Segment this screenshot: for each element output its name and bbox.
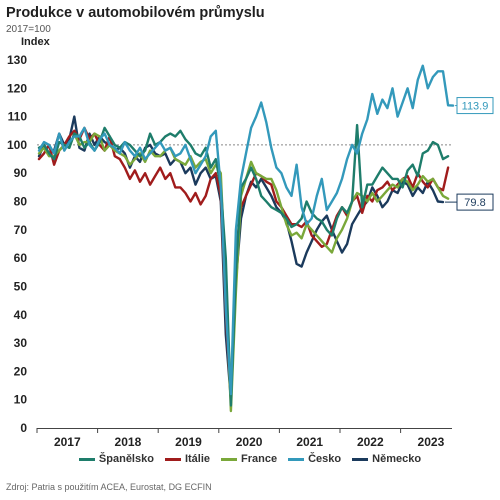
end-label-box [456,97,494,115]
series-line-itálie [37,126,450,401]
x-tick-label: 2019 [175,435,202,449]
series-line-španělsko [37,123,450,407]
legend-item-france: France [221,453,277,465]
x-tick-label: 2021 [296,435,323,449]
source-note: Zdroj: Patria s použitím ACEA, Eurostat,… [6,482,212,492]
legend-swatch-france [221,457,238,461]
legend: Španělsko Itálie France Česko Německo [0,453,500,465]
legend-label-france: France [241,453,278,465]
end-label-value: 113.9 [462,101,489,113]
x-tick-label: 2020 [236,435,263,449]
x-axis: 2017 2018 2019 2020 2021 2022 2023 [36,428,452,449]
end-value-labels: 113.9 79.8 [445,97,494,211]
series-line-německo [37,115,445,401]
legend-item-cesko: Česko [288,453,341,465]
legend-swatch-italie [164,457,181,461]
y-tick-label: 60 [14,251,28,265]
y-axis-unit: Index [21,36,50,48]
y-tick-label: 10 [14,393,28,407]
y-tick-label: 50 [14,279,28,293]
legend-swatch-nemecko [352,457,369,461]
legend-swatch-spanelsko [78,457,95,461]
y-tick-label: 120 [7,81,27,95]
y-tick-label: 100 [7,138,27,152]
series-line-česko [37,64,455,396]
legend-item-italie: Itálie [164,453,211,465]
y-tick-label: 110 [8,110,28,124]
y-tick-label: 130 [7,53,27,67]
x-tick-label: 2022 [357,435,384,449]
y-tick-label: 80 [14,195,28,209]
y-tick-label: 20 [14,364,28,378]
x-tick-label: 2017 [54,435,81,449]
y-tick-label: 40 [14,308,28,322]
x-tick-label: 2023 [418,435,445,449]
end-label-box [456,193,494,211]
legend-label-italie: Itálie [184,453,211,465]
y-tick-label: 70 [14,223,28,237]
legend-item-spanelsko: Španělsko [78,453,154,465]
y-tick-label: 0 [20,421,27,435]
series-line-france [37,132,450,413]
y-tick-label: 30 [14,336,28,350]
y-tick-label: 90 [14,166,28,180]
legend-label-cesko: Česko [308,453,342,465]
y-axis: 0 10 20 30 40 50 60 70 80 90 100 110 120 130 [7,53,27,435]
chart-title: Produkce v automobilovém průmyslu [6,5,265,21]
legend-label-nemecko: Německo [372,453,422,465]
legend-label-spanelsko: Španělsko [98,453,154,465]
end-label-value: 79.8 [464,197,485,209]
legend-item-nemecko: Německo [352,453,421,465]
series-lines [37,64,455,413]
legend-swatch-cesko [288,457,305,461]
x-tick-label: 2018 [115,435,142,449]
chart-subtitle: 2017=100 [6,24,51,35]
